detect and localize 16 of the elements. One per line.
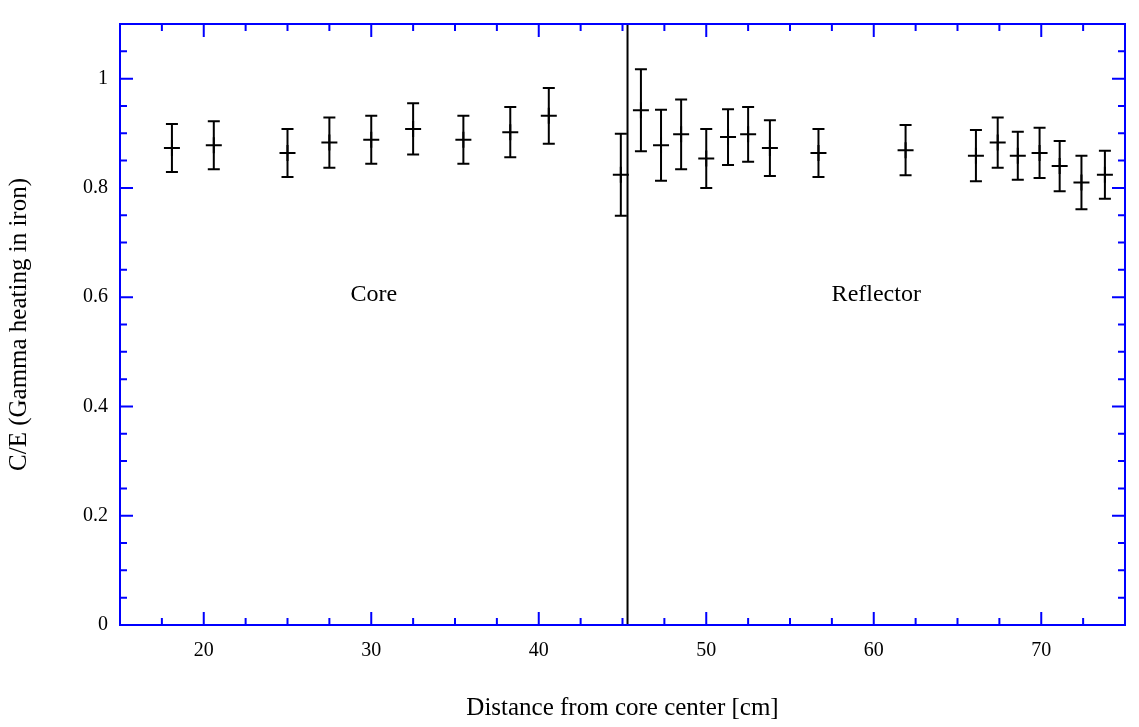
annotation: Reflector (831, 279, 921, 306)
annotation: Core (350, 279, 398, 306)
x-tick-label: 50 (696, 638, 717, 661)
x-tick-label: 60 (863, 638, 884, 661)
x-tick-label: 70 (1031, 638, 1052, 661)
y-tick-label: 0.6 (83, 284, 108, 307)
y-tick-label: 0.2 (83, 502, 108, 525)
x-axis-title: Distance from core center [cm] (466, 692, 779, 720)
y-tick-label: 1 (98, 65, 108, 88)
x-tick-label: 40 (528, 638, 549, 661)
x-tick-label: 20 (193, 638, 214, 661)
y-axis-title: C/E (Gamma heating in iron) (3, 178, 32, 471)
x-tick-label: 30 (361, 638, 382, 661)
y-tick-label: 0.8 (83, 175, 108, 198)
y-tick-label: 0 (98, 612, 108, 635)
y-tick-label: 0.4 (83, 393, 108, 416)
